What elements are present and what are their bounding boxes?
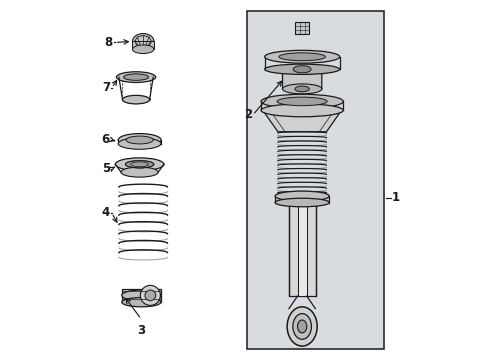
Bar: [289, 203, 316, 296]
Ellipse shape: [295, 86, 309, 92]
Ellipse shape: [261, 104, 343, 117]
Ellipse shape: [118, 134, 161, 147]
Ellipse shape: [275, 198, 329, 207]
Polygon shape: [283, 69, 322, 93]
Bar: [297, 203, 307, 296]
Bar: [247, 12, 384, 348]
Ellipse shape: [287, 307, 317, 346]
Ellipse shape: [123, 74, 148, 80]
Ellipse shape: [145, 290, 156, 301]
Text: 1: 1: [392, 192, 400, 204]
Ellipse shape: [293, 314, 312, 339]
Ellipse shape: [122, 297, 161, 307]
Polygon shape: [263, 111, 342, 132]
Text: 4: 4: [102, 206, 110, 219]
Text: 6: 6: [102, 134, 110, 147]
Ellipse shape: [118, 138, 161, 149]
Ellipse shape: [275, 191, 329, 201]
Ellipse shape: [140, 285, 160, 305]
Text: 3: 3: [137, 324, 146, 337]
Ellipse shape: [132, 33, 154, 49]
Ellipse shape: [115, 158, 164, 171]
Bar: [275, 196, 329, 203]
Bar: [132, 41, 154, 49]
Ellipse shape: [283, 84, 322, 94]
Ellipse shape: [265, 50, 340, 63]
Ellipse shape: [121, 167, 158, 177]
Text: 8: 8: [104, 36, 113, 49]
Text: 2: 2: [244, 108, 252, 121]
Ellipse shape: [122, 290, 161, 301]
Ellipse shape: [277, 97, 327, 106]
Ellipse shape: [293, 66, 311, 73]
Ellipse shape: [117, 72, 156, 82]
Ellipse shape: [126, 136, 153, 144]
Ellipse shape: [261, 94, 343, 109]
Ellipse shape: [122, 95, 149, 104]
Ellipse shape: [279, 53, 325, 61]
Ellipse shape: [265, 64, 340, 75]
Bar: [122, 289, 161, 302]
Bar: [295, 22, 309, 34]
Ellipse shape: [297, 320, 307, 333]
Text: 7: 7: [102, 81, 110, 94]
Text: 5: 5: [102, 162, 110, 175]
Ellipse shape: [132, 45, 154, 54]
Ellipse shape: [125, 161, 154, 168]
